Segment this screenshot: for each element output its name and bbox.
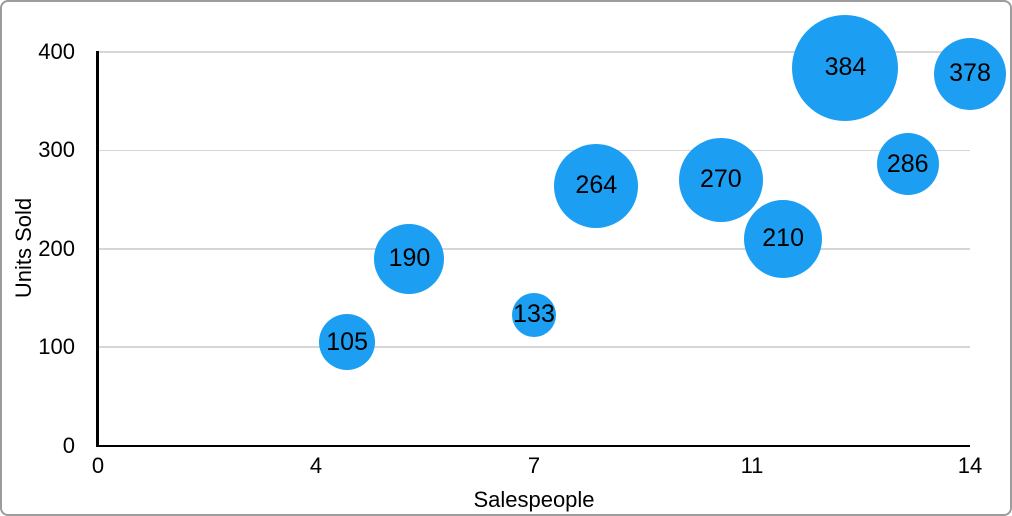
bubble-378[interactable]: 378 [934, 37, 1006, 110]
x-tick-label-14: 14 [957, 453, 983, 478]
y-tick-label-400: 400 [38, 39, 75, 64]
x-tick-label-4: 4 [309, 453, 323, 478]
bubble-270[interactable]: 270 [678, 137, 763, 222]
bubble-label: 384 [824, 53, 867, 82]
x-tick-label-11: 11 [740, 453, 764, 478]
gridline-y-200 [98, 248, 970, 250]
bubble-286[interactable]: 286 [876, 133, 939, 196]
bubble-105[interactable]: 105 [319, 314, 376, 371]
bubble-210[interactable]: 210 [744, 199, 823, 278]
y-tick-label-100: 100 [38, 334, 75, 360]
x-tick-label-7: 7 [527, 453, 541, 478]
y-tick-label-0: 0 [62, 432, 75, 458]
bubble-label: 105 [326, 327, 368, 356]
gridline-y-400 [98, 51, 970, 53]
bubble-label: 133 [513, 300, 555, 329]
y-axis-line [96, 51, 99, 447]
y-tick-label-200: 200 [38, 235, 75, 261]
bubble-133[interactable]: 133 [512, 292, 556, 337]
x-axis-line [96, 444, 970, 447]
y-tick-label-300: 300 [38, 137, 75, 163]
bubble-384[interactable]: 384 [792, 14, 899, 121]
bubble-label: 190 [388, 244, 431, 273]
bubble-label: 270 [699, 165, 742, 194]
x-tick-label-0: 0 [91, 453, 105, 478]
bubble-label: 378 [949, 59, 991, 88]
bubble-label: 210 [762, 224, 804, 253]
bubble-label: 264 [575, 171, 618, 200]
x-axis-title: Salespeople [473, 487, 595, 512]
gridline-y-300 [98, 149, 970, 152]
gridline-y-100 [98, 346, 970, 348]
bubble-264[interactable]: 264 [554, 143, 639, 228]
bubble-190[interactable]: 190 [374, 223, 445, 294]
bubble-label: 286 [886, 149, 929, 178]
